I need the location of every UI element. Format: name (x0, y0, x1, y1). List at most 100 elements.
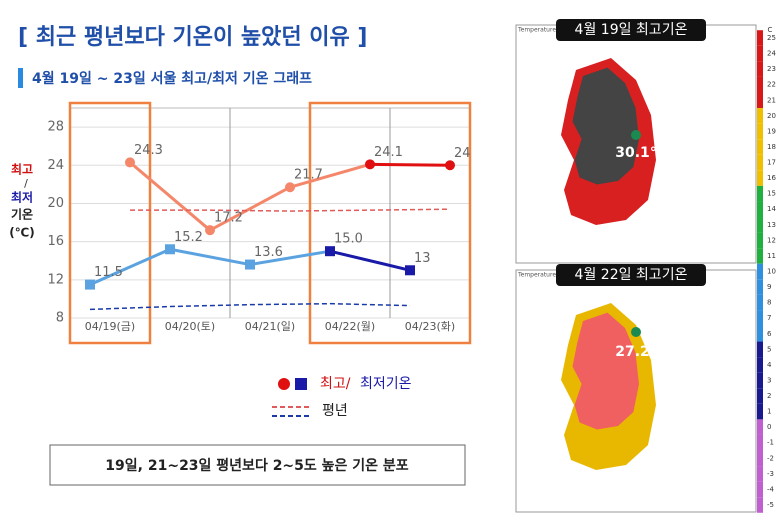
scale-label: 24 (767, 50, 776, 58)
line-segment (289, 162, 371, 189)
highlight-box (308, 101, 472, 345)
scale-label: 12 (767, 236, 776, 244)
point (205, 225, 215, 236)
y-label-max: 최고 (11, 162, 33, 177)
scale-cell (757, 279, 763, 295)
scale-label: -3 (767, 470, 774, 478)
page-title: [ 최근 평년보다 기온이 높았던 이유 ] (18, 25, 367, 50)
scale-cell (757, 434, 763, 451)
scale-label: 11 (767, 252, 776, 260)
plot-area (69, 107, 471, 319)
map-title: 4월 19일 최고기온 (575, 22, 688, 38)
map-core (572, 312, 639, 430)
note-box (49, 444, 466, 486)
scale-cell (757, 108, 763, 124)
scale-cell (757, 232, 763, 249)
scale-label: 8 (767, 299, 771, 307)
scale-cell (757, 325, 763, 342)
scale-cell (757, 481, 763, 498)
value-label: 24 (454, 146, 471, 161)
line-segment (209, 185, 291, 232)
scale-label: 13 (767, 221, 776, 229)
point (325, 246, 335, 257)
legend-marker (295, 378, 307, 390)
map-value: 27.2℃ (615, 344, 667, 360)
point (165, 244, 175, 255)
legend-label: 최고/ (320, 376, 351, 392)
map-title-bg (556, 264, 706, 286)
value-label: 17.2 (214, 211, 243, 226)
scale-cell (757, 248, 763, 264)
scale-label: -4 (767, 485, 775, 493)
line-segment (169, 247, 251, 267)
legend-label: 최저기온 (360, 376, 412, 392)
x-tick-label: 04/19(금) (85, 320, 135, 333)
scale-label: 0 (767, 423, 771, 431)
scale-label: 7 (767, 314, 771, 322)
y-tick-label: 8 (56, 311, 64, 326)
point (85, 279, 95, 290)
value-label: 15.2 (174, 230, 203, 245)
map-core (572, 67, 639, 185)
value-label: 13 (414, 251, 431, 266)
station (631, 130, 641, 140)
scale-label: -5 (767, 501, 774, 509)
line-segment (89, 247, 171, 286)
scale-cell (757, 76, 763, 93)
point (245, 259, 255, 270)
y-tick-label: 16 (47, 234, 64, 249)
scale-cell (757, 61, 763, 77)
scale-label: 6 (767, 330, 772, 338)
point (445, 160, 455, 171)
scale-cell (757, 92, 763, 109)
scale-cell (757, 497, 763, 513)
normal-line (130, 208, 451, 212)
scale-cell (757, 357, 763, 373)
line-segment (249, 249, 331, 267)
scale-label: -1 (767, 439, 774, 447)
scale-cell (757, 123, 763, 140)
subtitle-bar (18, 68, 23, 88)
scale-label: 15 (767, 190, 776, 198)
scale-cell (757, 217, 763, 233)
scale-cell (757, 185, 763, 202)
scale-label: 1 (767, 408, 771, 416)
scale-cell (757, 263, 763, 280)
point (125, 157, 135, 168)
x-tick-label: 04/22(월) (325, 320, 375, 333)
point (405, 265, 415, 276)
y-label-unit: 기온 (11, 207, 33, 222)
scale-cell (757, 388, 763, 404)
line-segment (329, 249, 411, 272)
map-source: Temperature (517, 272, 556, 279)
scale-cell (757, 466, 763, 482)
value-label: 13.6 (254, 245, 283, 260)
scale-label: 21 (767, 96, 776, 104)
value-label: 15.0 (334, 232, 363, 247)
scale-cell (757, 30, 763, 46)
value-label: 21.7 (294, 168, 323, 183)
y-tick-label: 24 (47, 158, 64, 173)
normal-line (89, 302, 411, 311)
scale-cell (757, 201, 763, 218)
map-value: 30.1℃ (615, 145, 667, 161)
x-tick-label: 04/21(일) (245, 319, 295, 333)
scale-cell (757, 403, 763, 420)
scale-cell (757, 170, 763, 186)
line-segment (129, 161, 211, 232)
y-label-unit: (℃) (9, 226, 35, 240)
scale-cell (757, 341, 763, 358)
scale-label: -2 (767, 454, 774, 462)
y-tick-label: 12 (47, 272, 64, 287)
scale-label: 17 (767, 159, 776, 167)
y-label-min: 최저 (11, 190, 33, 205)
x-tick-label: 04/20(토) (165, 320, 215, 333)
scale-label: 5 (767, 345, 771, 353)
scale-cell (757, 294, 763, 311)
scale-label: 19 (767, 127, 776, 135)
subtitle: 4월 19일 ~ 23일 서울 최고/최저 기온 그래프 (32, 70, 312, 87)
scale-unit: C (768, 26, 773, 34)
scale-cell (757, 154, 763, 171)
value-label: 24.3 (134, 143, 163, 158)
